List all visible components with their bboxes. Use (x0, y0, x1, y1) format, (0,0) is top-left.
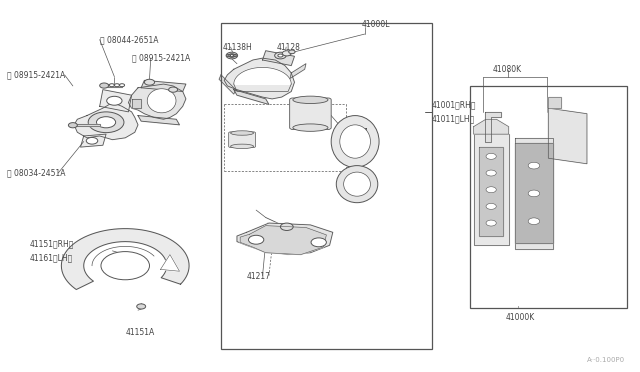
Text: 41138H: 41138H (223, 42, 253, 51)
Circle shape (100, 83, 109, 88)
Circle shape (486, 187, 496, 193)
Polygon shape (240, 226, 326, 254)
Text: Ⓦ 08915-2421A: Ⓦ 08915-2421A (7, 70, 65, 79)
Polygon shape (106, 84, 122, 87)
Ellipse shape (331, 116, 379, 167)
Polygon shape (100, 90, 132, 112)
Polygon shape (479, 147, 504, 236)
Bar (470, 86, 627, 308)
Polygon shape (234, 67, 291, 84)
Circle shape (486, 203, 496, 209)
Text: 41121: 41121 (346, 128, 369, 137)
Text: Ⓦ 08915-2421A: Ⓦ 08915-2421A (132, 54, 190, 62)
Circle shape (137, 304, 146, 309)
Text: 41011（LH）: 41011（LH） (432, 115, 475, 124)
Circle shape (289, 50, 295, 54)
Polygon shape (515, 143, 553, 243)
Circle shape (115, 84, 120, 87)
Ellipse shape (230, 144, 253, 148)
Polygon shape (474, 134, 509, 245)
Polygon shape (262, 51, 294, 65)
Ellipse shape (293, 96, 328, 103)
Circle shape (278, 54, 283, 57)
Text: Ⓑ 08034-2451A: Ⓑ 08034-2451A (7, 169, 65, 177)
Ellipse shape (336, 166, 378, 203)
Text: 41161（LH）: 41161（LH） (29, 254, 73, 263)
Circle shape (120, 84, 125, 87)
Polygon shape (290, 64, 306, 78)
Circle shape (486, 170, 496, 176)
Polygon shape (219, 75, 236, 94)
Polygon shape (474, 119, 509, 134)
FancyBboxPatch shape (290, 98, 331, 129)
Polygon shape (515, 138, 553, 249)
Circle shape (528, 162, 540, 169)
Text: 41000K: 41000K (505, 313, 534, 322)
Circle shape (282, 51, 291, 56)
Circle shape (145, 79, 155, 85)
Circle shape (86, 137, 98, 144)
Circle shape (226, 52, 237, 59)
Circle shape (486, 220, 496, 226)
Text: 41080K: 41080K (492, 65, 522, 74)
FancyBboxPatch shape (228, 132, 255, 147)
Circle shape (97, 117, 116, 128)
Text: 41217: 41217 (246, 272, 271, 281)
Ellipse shape (344, 172, 371, 196)
Circle shape (248, 235, 264, 244)
Polygon shape (237, 223, 333, 254)
Polygon shape (74, 124, 100, 126)
Text: 41001（RH）: 41001（RH） (432, 100, 476, 109)
Circle shape (311, 238, 326, 247)
Circle shape (528, 218, 540, 225)
Text: 41128: 41128 (276, 42, 300, 51)
Circle shape (169, 87, 177, 92)
Polygon shape (224, 58, 294, 99)
Polygon shape (548, 108, 587, 164)
Text: A··0.100P0: A··0.100P0 (587, 357, 625, 363)
Polygon shape (141, 80, 186, 92)
Bar (221, 23, 432, 349)
Text: Ⓑ 08044-2651A: Ⓑ 08044-2651A (100, 35, 158, 44)
Text: 41151（RH）: 41151（RH） (29, 239, 74, 248)
Text: 41000L: 41000L (362, 20, 390, 29)
Ellipse shape (230, 131, 253, 135)
Circle shape (88, 112, 124, 133)
Polygon shape (484, 112, 500, 141)
Polygon shape (234, 90, 269, 105)
Circle shape (101, 251, 150, 280)
Circle shape (275, 52, 286, 59)
Polygon shape (132, 99, 141, 108)
Circle shape (109, 84, 115, 87)
Circle shape (68, 123, 77, 128)
Circle shape (228, 54, 235, 57)
Circle shape (486, 153, 496, 159)
Polygon shape (129, 84, 186, 119)
Ellipse shape (340, 125, 371, 158)
Circle shape (528, 190, 540, 197)
Polygon shape (81, 134, 106, 147)
Circle shape (280, 223, 293, 231)
Polygon shape (74, 103, 138, 140)
Polygon shape (161, 254, 179, 271)
Polygon shape (138, 116, 179, 125)
Text: 41151A: 41151A (125, 328, 154, 337)
Circle shape (107, 96, 122, 105)
Ellipse shape (147, 89, 176, 113)
Polygon shape (61, 229, 189, 289)
Polygon shape (548, 97, 561, 108)
Ellipse shape (293, 124, 328, 131)
